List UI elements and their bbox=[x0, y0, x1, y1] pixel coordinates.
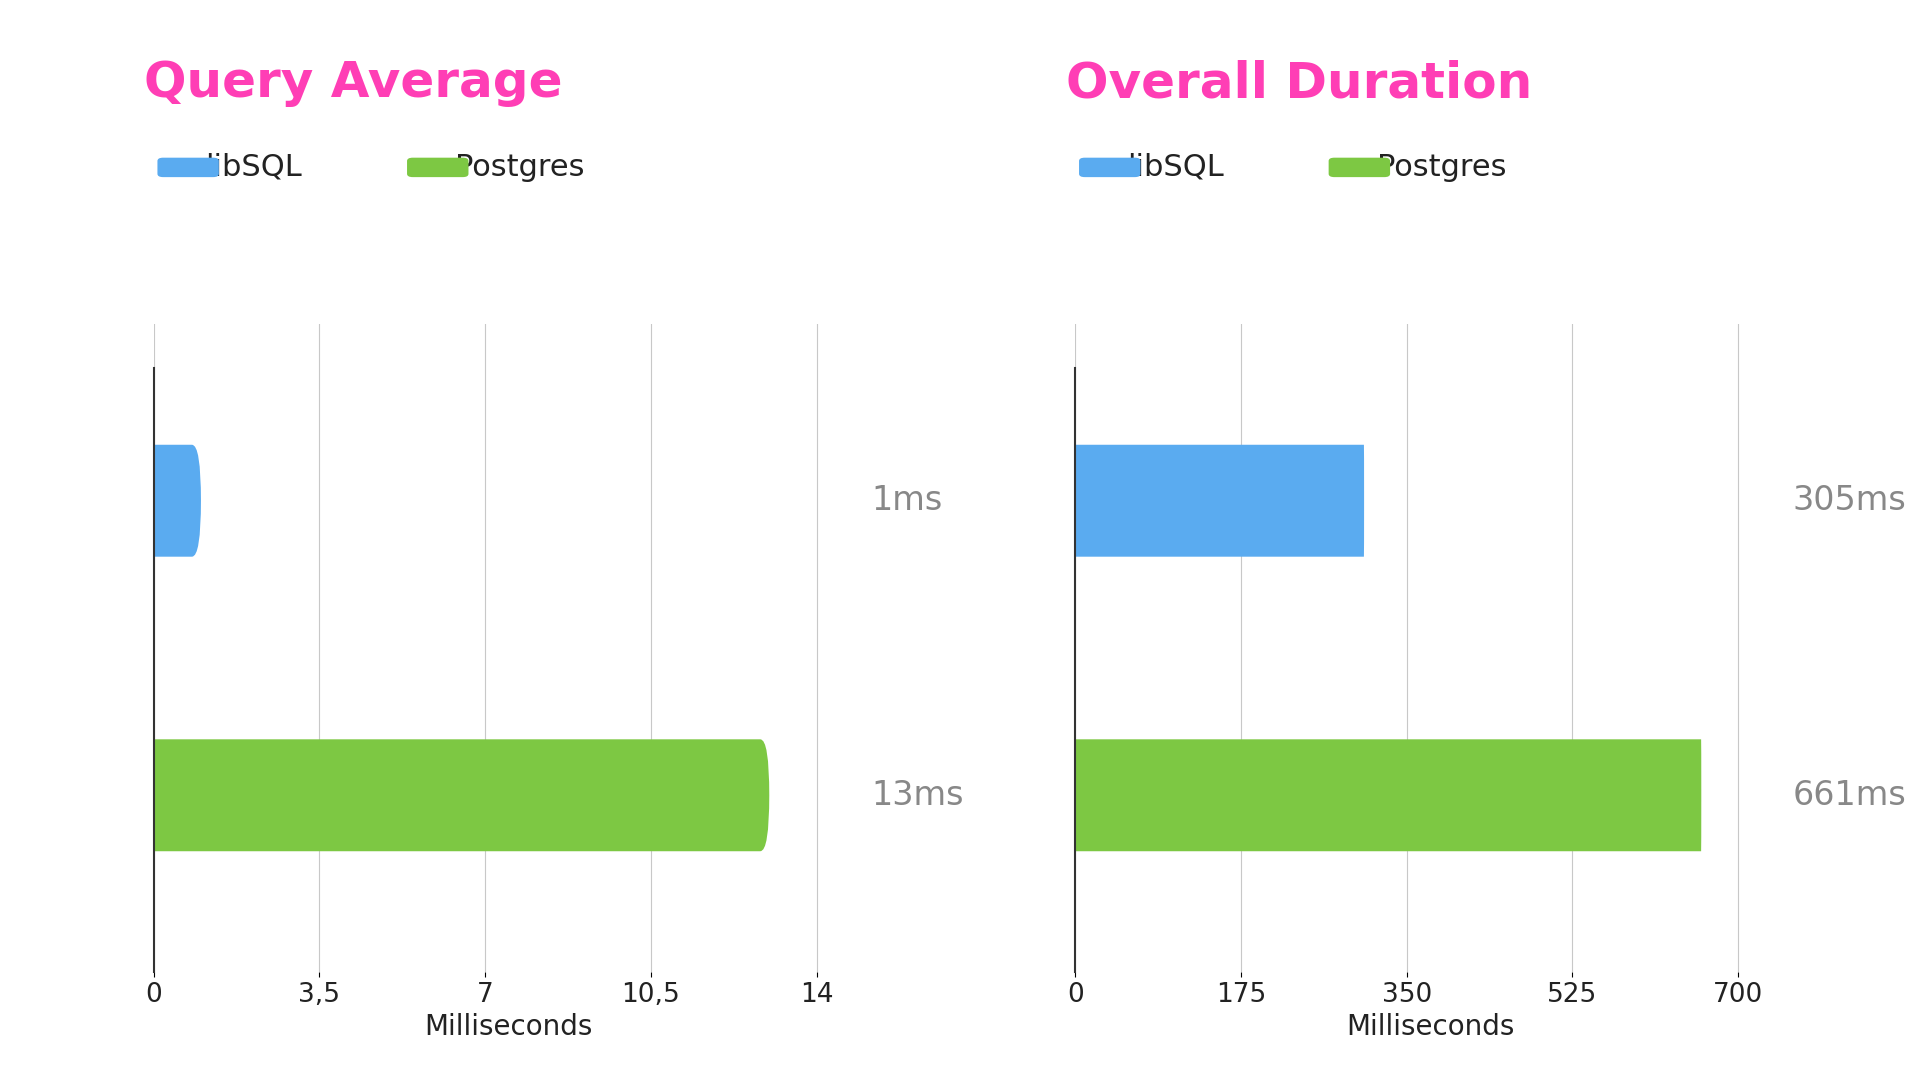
Text: 661ms: 661ms bbox=[1793, 779, 1907, 812]
Text: libSQL: libSQL bbox=[205, 153, 301, 181]
Text: 13ms: 13ms bbox=[872, 779, 964, 812]
X-axis label: Milliseconds: Milliseconds bbox=[424, 1013, 593, 1041]
FancyBboxPatch shape bbox=[144, 445, 202, 556]
FancyBboxPatch shape bbox=[144, 740, 770, 851]
Text: 305ms: 305ms bbox=[1793, 484, 1907, 517]
FancyBboxPatch shape bbox=[1075, 445, 1363, 556]
X-axis label: Milliseconds: Milliseconds bbox=[1346, 1013, 1515, 1041]
Text: Postgres: Postgres bbox=[455, 153, 584, 181]
Text: 1ms: 1ms bbox=[872, 484, 943, 517]
Text: libSQL: libSQL bbox=[1127, 153, 1223, 181]
FancyBboxPatch shape bbox=[1075, 740, 1701, 851]
Text: Overall Duration: Overall Duration bbox=[1066, 59, 1532, 107]
Text: Query Average: Query Average bbox=[144, 59, 563, 107]
Text: Postgres: Postgres bbox=[1377, 153, 1505, 181]
